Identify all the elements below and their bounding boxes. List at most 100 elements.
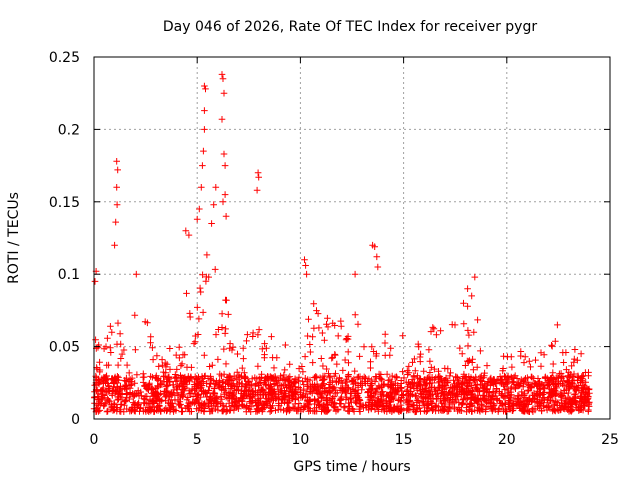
data-point xyxy=(165,375,173,383)
data-point xyxy=(476,388,483,395)
data-point xyxy=(163,387,171,395)
data-point xyxy=(131,311,139,319)
data-point xyxy=(540,402,547,410)
data-point xyxy=(179,387,187,395)
data-point xyxy=(470,328,478,336)
data-point xyxy=(560,382,568,389)
data-point xyxy=(184,394,192,401)
data-point xyxy=(442,396,449,403)
data-point xyxy=(169,381,177,389)
data-point xyxy=(194,304,201,311)
data-point xyxy=(577,350,585,358)
data-point xyxy=(161,359,169,367)
data-point xyxy=(582,379,589,386)
data-point xyxy=(552,398,560,406)
data-point xyxy=(142,400,150,407)
data-point xyxy=(532,356,539,364)
data-point xyxy=(131,379,138,387)
data-point xyxy=(514,392,522,399)
data-point xyxy=(211,266,219,273)
data-point xyxy=(459,396,467,403)
data-point xyxy=(284,399,292,407)
data-point xyxy=(354,320,362,328)
data-point xyxy=(388,388,396,396)
data-point xyxy=(427,328,435,335)
data-point xyxy=(526,358,533,365)
data-point xyxy=(577,406,584,413)
data-point xyxy=(527,383,534,390)
data-point xyxy=(246,395,253,402)
data-point xyxy=(541,385,549,392)
data-point xyxy=(98,387,105,394)
data-point xyxy=(575,407,583,414)
data-point xyxy=(306,341,314,348)
data-point xyxy=(295,400,303,407)
data-point xyxy=(425,401,432,409)
data-point xyxy=(571,346,579,353)
data-point xyxy=(507,391,515,399)
data-point xyxy=(533,398,541,405)
data-point xyxy=(521,403,529,411)
data-point xyxy=(218,310,226,317)
data-point xyxy=(417,358,424,365)
data-point xyxy=(486,375,494,383)
data-point xyxy=(220,150,228,158)
data-point xyxy=(282,392,290,399)
data-point xyxy=(280,406,287,414)
data-point xyxy=(134,401,141,408)
data-point xyxy=(333,360,341,368)
data-point xyxy=(585,399,593,407)
data-point xyxy=(422,394,430,401)
data-point xyxy=(202,85,209,93)
data-point xyxy=(472,397,479,404)
data-point xyxy=(146,396,154,403)
data-point xyxy=(254,169,262,177)
data-point xyxy=(497,400,505,407)
data-point xyxy=(472,384,480,391)
data-point xyxy=(458,401,465,409)
data-point xyxy=(304,404,312,411)
y-tick-labels: 0 0.05 0.1 0.15 0.2 0.25 xyxy=(49,50,80,428)
data-point xyxy=(537,349,545,356)
data-point xyxy=(199,162,206,169)
data-point xyxy=(460,370,468,378)
data-point xyxy=(240,355,247,362)
data-point xyxy=(207,376,215,383)
data-point xyxy=(579,373,586,380)
data-point xyxy=(195,315,203,323)
data-point xyxy=(405,369,413,377)
data-point xyxy=(309,359,316,366)
data-point xyxy=(239,364,246,372)
data-point xyxy=(326,374,333,382)
data-point xyxy=(489,407,496,415)
data-point xyxy=(126,389,134,396)
data-point xyxy=(413,405,421,413)
y-axis-label: ROTI / TECUs xyxy=(6,192,22,284)
data-point xyxy=(383,370,391,378)
data-point xyxy=(533,381,540,388)
data-point xyxy=(210,201,217,208)
data-point xyxy=(153,352,161,360)
data-point xyxy=(453,390,460,398)
data-point xyxy=(433,331,440,339)
data-point xyxy=(315,324,323,332)
data-point xyxy=(428,364,435,371)
data-point xyxy=(517,380,525,387)
data-point xyxy=(301,256,308,263)
data-point xyxy=(100,377,107,385)
data-point xyxy=(290,405,298,412)
data-point xyxy=(153,372,160,380)
data-point xyxy=(387,396,395,404)
data-point xyxy=(468,391,475,398)
data-point xyxy=(428,404,435,412)
data-point xyxy=(280,371,288,379)
data-point xyxy=(226,373,234,380)
data-point xyxy=(359,401,367,409)
data-point xyxy=(109,387,116,394)
data-point xyxy=(304,332,311,340)
data-point xyxy=(543,374,551,382)
data-point xyxy=(92,336,99,344)
data-point xyxy=(285,392,293,400)
data-point xyxy=(399,368,406,375)
data-point xyxy=(450,405,458,412)
